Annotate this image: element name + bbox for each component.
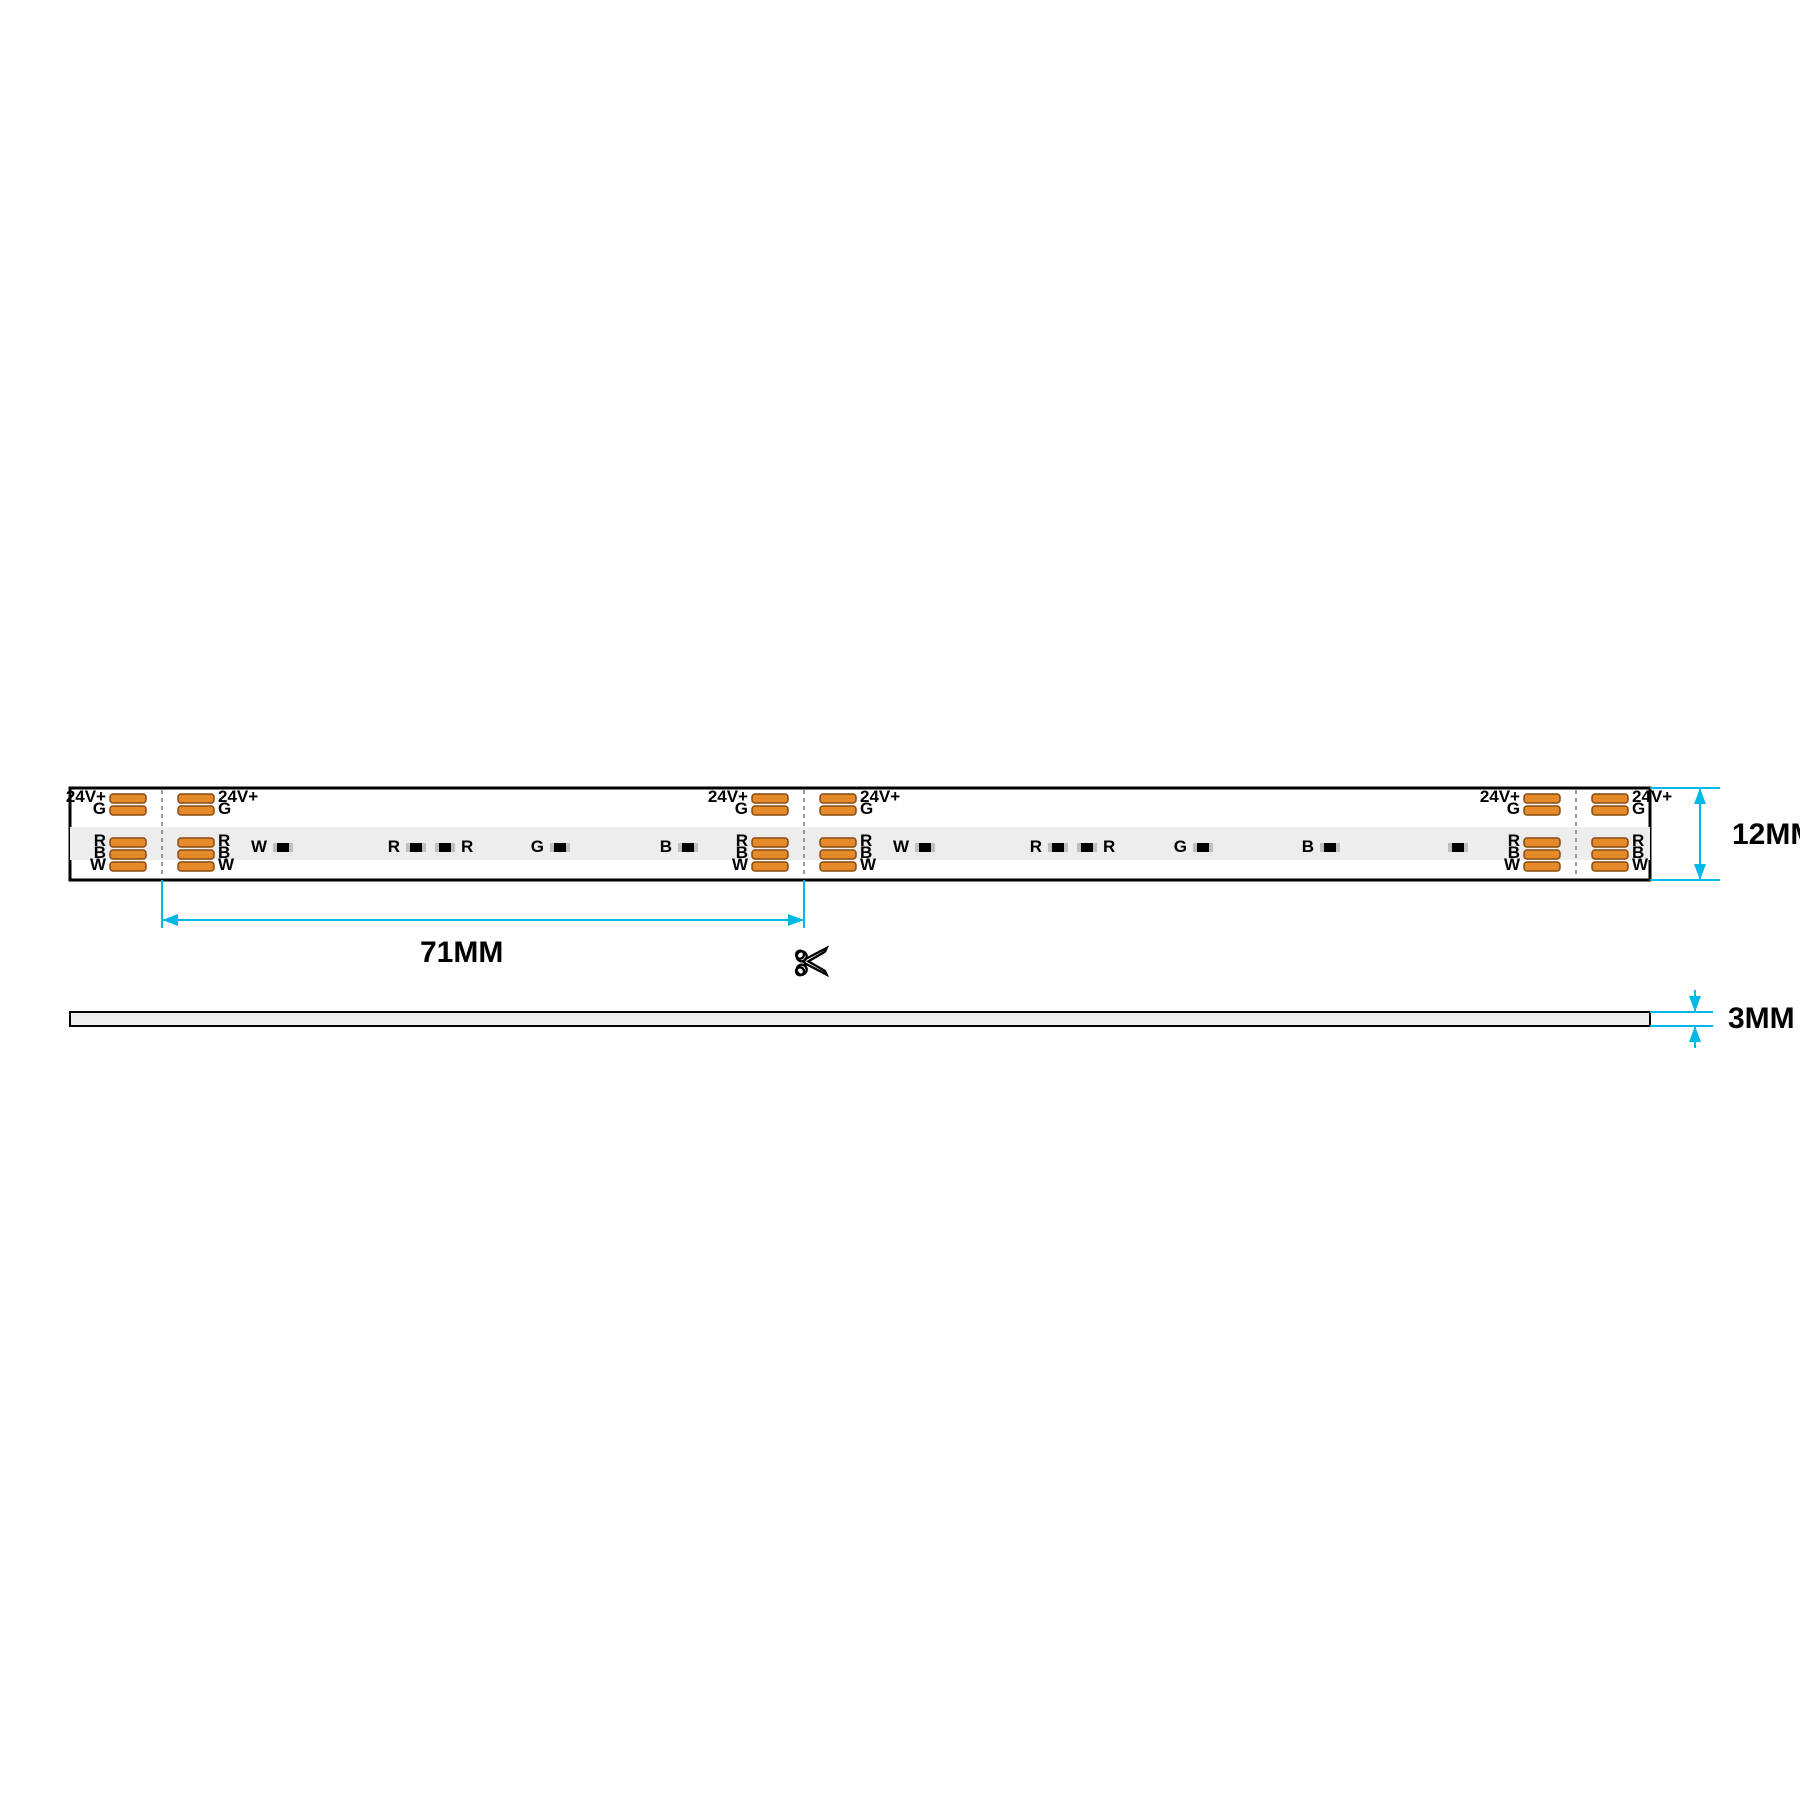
- solder-pad: [178, 838, 214, 847]
- pad-cluster: 24V+GRBW24V+GRBW: [66, 787, 258, 878]
- solder-pad: [178, 862, 214, 871]
- chip-label: W: [893, 837, 910, 856]
- chip-label: W: [251, 837, 268, 856]
- chip-label: R: [1030, 837, 1042, 856]
- solder-pad: [110, 794, 146, 803]
- solder-pad: [1524, 794, 1560, 803]
- solder-pad: [752, 850, 788, 859]
- smd-chip: [1448, 843, 1468, 852]
- pad-label-g: G: [218, 799, 231, 818]
- pad-label: W: [860, 855, 877, 874]
- chip-cap: [1193, 843, 1197, 852]
- chip-body: [554, 843, 566, 852]
- chip-label: R: [388, 837, 400, 856]
- pad-label: W: [218, 855, 235, 874]
- solder-pad: [1524, 838, 1560, 847]
- solder-pad: [1524, 850, 1560, 859]
- canvas-bg: [0, 0, 1800, 1800]
- chip-cap: [451, 843, 455, 852]
- chip-cap: [1336, 843, 1340, 852]
- chip-cap: [289, 843, 293, 852]
- dim-label: 71MM: [420, 936, 503, 969]
- pad-label-g: G: [735, 799, 748, 818]
- pad-label-g: G: [860, 799, 873, 818]
- solder-pad: [1592, 794, 1628, 803]
- chip-cap: [931, 843, 935, 852]
- chip-body: [1081, 843, 1093, 852]
- chip-label: R: [461, 837, 473, 856]
- chip-cap: [694, 843, 698, 852]
- led-strip-top-view: 24V+GRBW24V+GRBW 24V+GRBW24V+GRBW 24V+GRBW…: [66, 787, 1672, 880]
- chip-body: [1052, 843, 1064, 852]
- pad-label: W: [1632, 855, 1649, 874]
- solder-pad: [1592, 862, 1628, 871]
- chip-cap: [1093, 843, 1097, 852]
- chip-label: G: [531, 837, 544, 856]
- pad-label-g: G: [1507, 799, 1520, 818]
- pad-cluster: 24V+GRBW24V+GRBW: [708, 787, 900, 878]
- pad-label: W: [1504, 855, 1521, 874]
- chip-cap: [550, 843, 554, 852]
- chip-cap: [435, 843, 439, 852]
- chip-cap: [1448, 843, 1452, 852]
- chip-cap: [1077, 843, 1081, 852]
- chip-body: [919, 843, 931, 852]
- solder-pad: [820, 850, 856, 859]
- solder-pad: [820, 794, 856, 803]
- chip-body: [410, 843, 422, 852]
- chip-label: G: [1174, 837, 1187, 856]
- solder-pad: [178, 794, 214, 803]
- solder-pad: [110, 806, 146, 815]
- chip-label: B: [1302, 837, 1314, 856]
- chip-body: [439, 843, 451, 852]
- chip-cap: [566, 843, 570, 852]
- chip-cap: [1064, 843, 1068, 852]
- solder-pad: [178, 806, 214, 815]
- chip-cap: [915, 843, 919, 852]
- pad-cluster: 24V+GRBW24V+GRBW: [1480, 787, 1672, 878]
- chip-body: [682, 843, 694, 852]
- pad-label: W: [732, 855, 749, 874]
- solder-pad: [752, 838, 788, 847]
- solder-pad: [1592, 850, 1628, 859]
- chip-cap: [1209, 843, 1213, 852]
- solder-pad: [110, 838, 146, 847]
- pad-label-g: G: [1632, 799, 1645, 818]
- solder-pad: [820, 862, 856, 871]
- chip-body: [1452, 843, 1464, 852]
- solder-pad: [752, 862, 788, 871]
- solder-pad: [820, 806, 856, 815]
- solder-pad: [1524, 806, 1560, 815]
- solder-pad: [1592, 806, 1628, 815]
- chip-body: [1324, 843, 1336, 852]
- pad-label: W: [90, 855, 107, 874]
- chip-cap: [1320, 843, 1324, 852]
- pad-label-g: G: [93, 799, 106, 818]
- chip-body: [1197, 843, 1209, 852]
- chip-cap: [406, 843, 410, 852]
- solder-pad: [820, 838, 856, 847]
- dim-label: 3MM: [1728, 1002, 1795, 1035]
- chip-cap: [1048, 843, 1052, 852]
- chip-label: B: [660, 837, 672, 856]
- solder-pad: [752, 806, 788, 815]
- solder-pad: [178, 850, 214, 859]
- dim-label: 12MM: [1732, 818, 1800, 851]
- chip-cap: [1464, 843, 1468, 852]
- chip-cap: [422, 843, 426, 852]
- chip-label: R: [1103, 837, 1115, 856]
- solder-pad: [1592, 838, 1628, 847]
- solder-pad: [110, 862, 146, 871]
- chip-cap: [273, 843, 277, 852]
- led-strip-side-view: [70, 1012, 1650, 1026]
- solder-pad: [1524, 862, 1560, 871]
- chip-cap: [678, 843, 682, 852]
- solder-pad: [110, 850, 146, 859]
- chip-body: [277, 843, 289, 852]
- solder-pad: [752, 794, 788, 803]
